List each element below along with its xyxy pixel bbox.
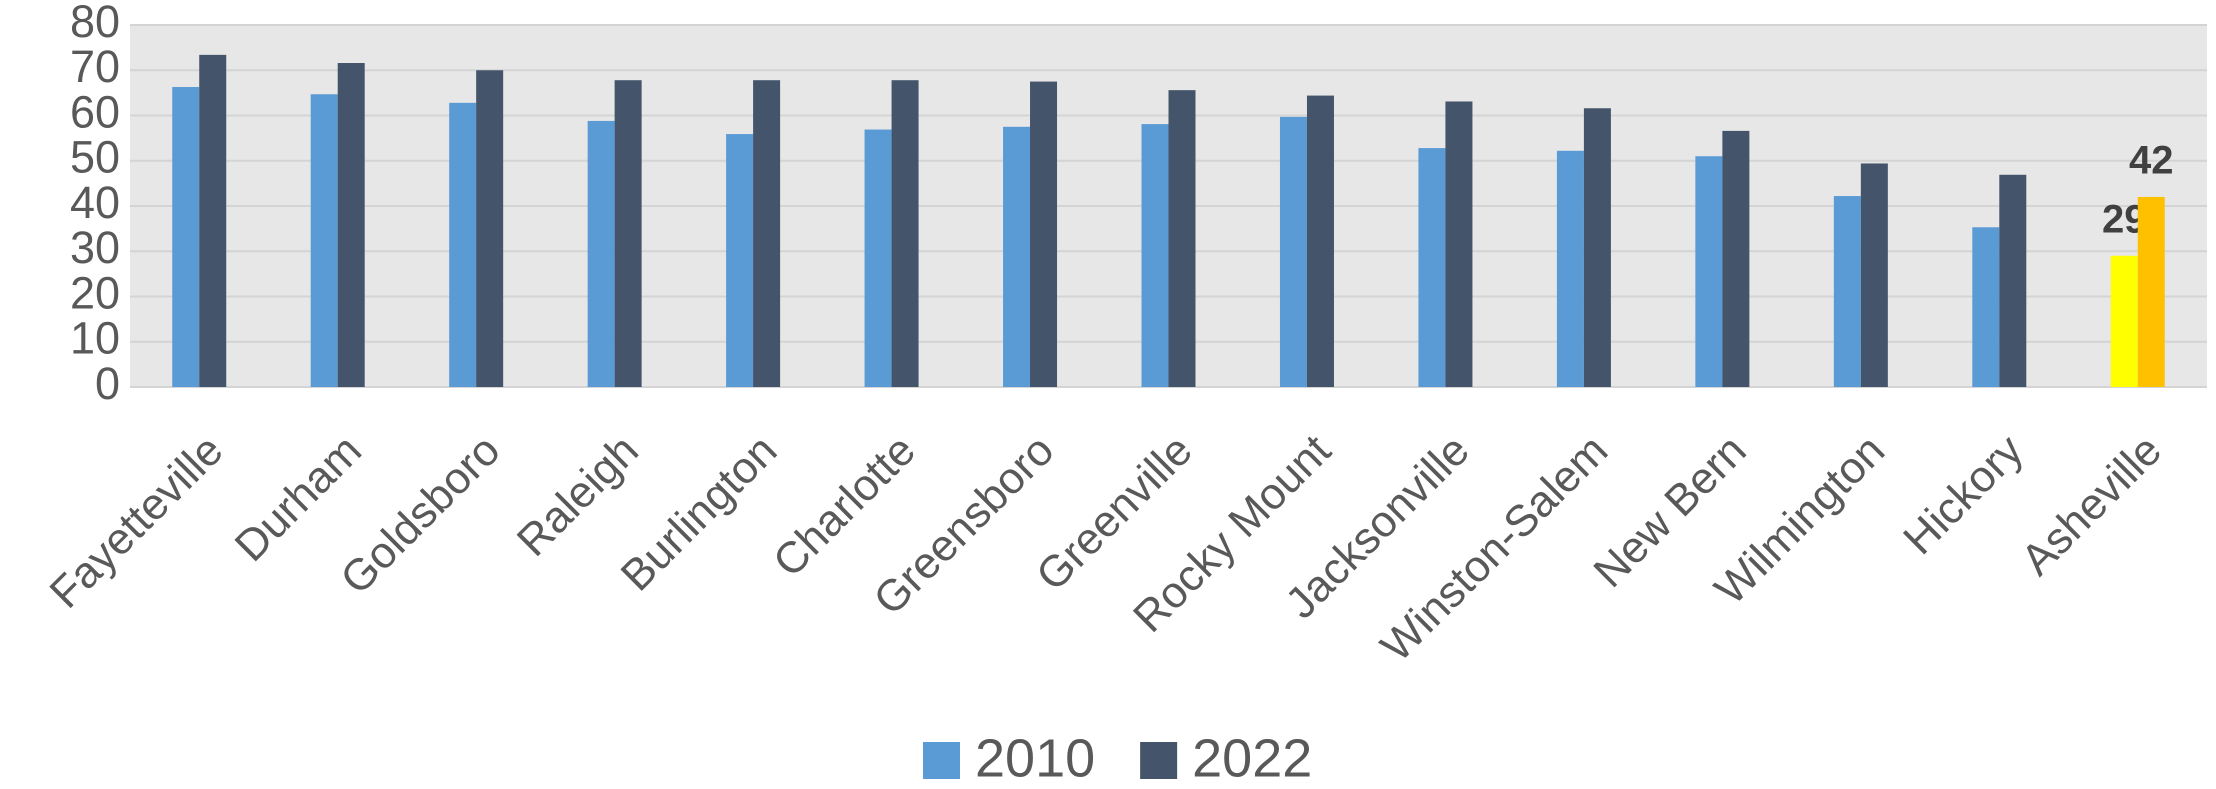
y-tick-label: 10 (70, 313, 120, 364)
bar (199, 54, 227, 388)
bar (2137, 196, 2165, 387)
bar (1860, 163, 1888, 387)
y-tick-label: 70 (70, 41, 120, 92)
bar (1418, 148, 1446, 387)
y-tick-label: 50 (70, 132, 120, 183)
bar (1556, 150, 1584, 387)
bar (1999, 174, 2027, 387)
bar (1279, 116, 1307, 388)
bar (2110, 255, 2138, 387)
bar (1972, 227, 2000, 387)
y-tick-label: 20 (70, 267, 120, 318)
x-tick-label: Asheville (2012, 426, 2171, 585)
bar (1445, 101, 1473, 387)
y-tick-label: 80 (70, 0, 120, 47)
bar (864, 129, 892, 387)
bar (1003, 126, 1031, 387)
x-tick-label: Durham (226, 426, 371, 571)
bar (337, 63, 365, 387)
data-label: 42 (2129, 139, 2174, 183)
legend-label: 2022 (1192, 728, 1312, 788)
bar (1695, 156, 1723, 387)
bar (1306, 95, 1334, 387)
legend-swatch (1140, 742, 1178, 779)
x-tick-label: Fayetteville (41, 426, 233, 618)
bar (726, 134, 754, 387)
bar (449, 102, 477, 387)
x-tick-label: Hickory (1894, 426, 2032, 564)
bar (1141, 124, 1169, 387)
y-tick-label: 60 (70, 86, 120, 137)
bar (1833, 196, 1861, 387)
legend-swatch (923, 742, 960, 779)
bar (614, 80, 642, 387)
bar (1030, 81, 1058, 387)
bar (172, 86, 200, 388)
legend-label: 2010 (975, 728, 1095, 788)
y-tick-label: 40 (70, 177, 120, 228)
bar (753, 80, 781, 387)
bar (310, 94, 338, 388)
bar (476, 70, 504, 387)
bar (891, 80, 919, 387)
y-tick-label: 0 (95, 358, 120, 409)
bar (1722, 130, 1750, 387)
bar (1583, 108, 1611, 387)
bar (1168, 90, 1196, 387)
bar (587, 120, 615, 388)
x-tick-label: Raleigh (508, 426, 648, 566)
y-tick-label: 30 (70, 222, 120, 273)
